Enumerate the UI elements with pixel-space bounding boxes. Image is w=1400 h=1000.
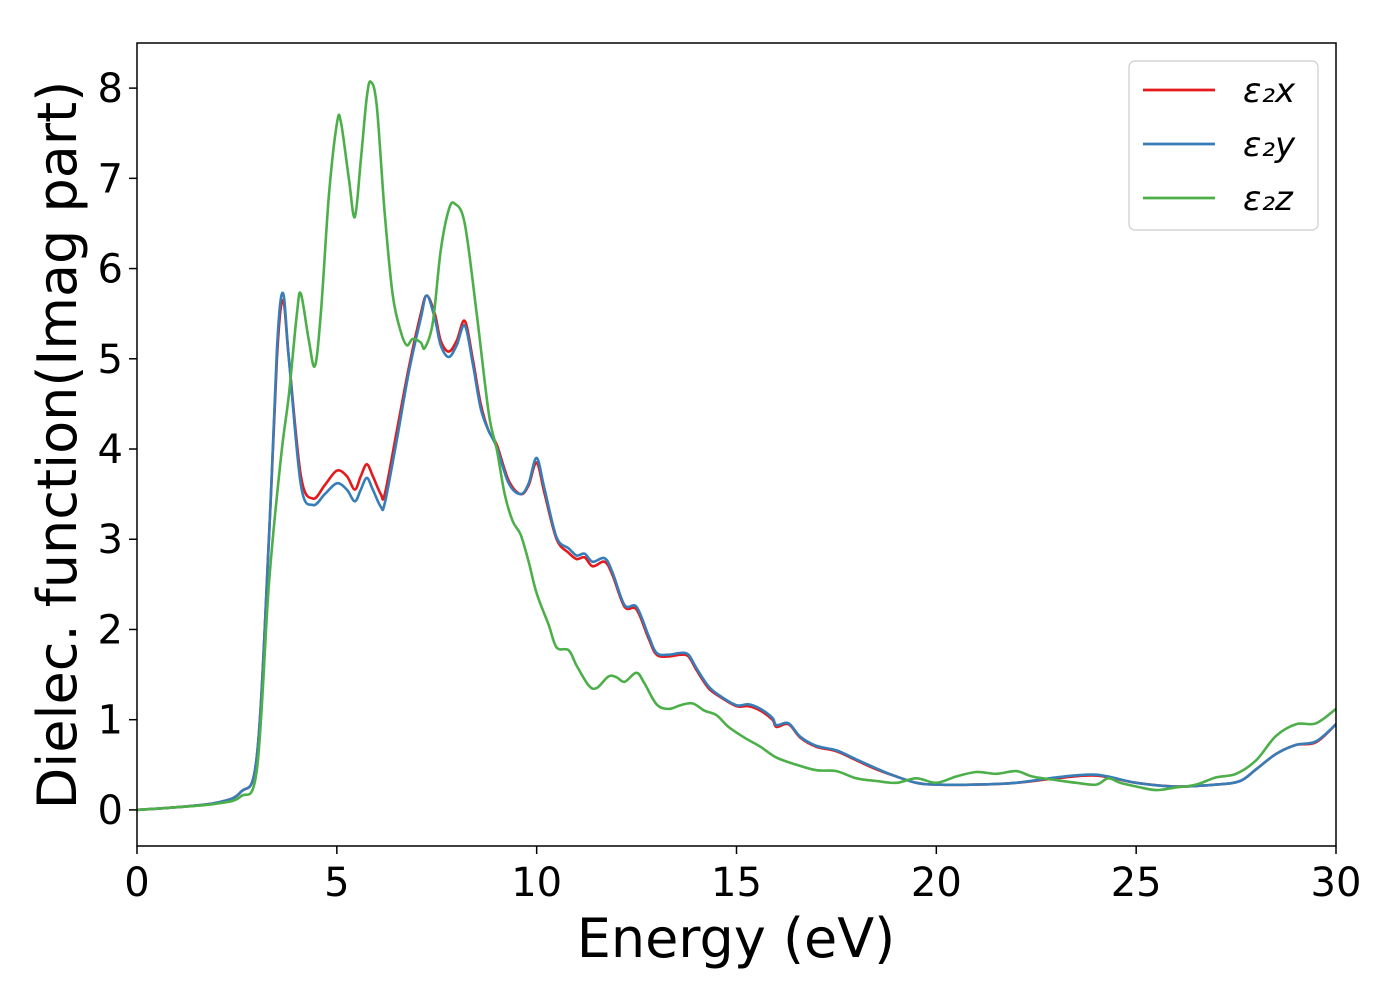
x-axis: 0 5 10 15 20 25 30: [124, 846, 1361, 906]
y-tick-label: 3: [98, 517, 123, 563]
x-tick-label: 20: [911, 860, 962, 906]
legend-entry-e2x: ε₂x: [1143, 71, 1296, 111]
x-tick-label: 10: [511, 860, 562, 906]
x-tick-label: 5: [324, 860, 349, 906]
legend-entries: ε₂x ε₂y ε₂z: [1143, 71, 1296, 219]
x-tick-label: 0: [124, 860, 149, 906]
y-tick-label: 4: [98, 427, 123, 473]
legend-label: ε₂x: [1243, 71, 1296, 111]
y-tick-label: 2: [98, 607, 123, 653]
y-axis: 0 1 2 3 4 5 6 7 8: [98, 66, 137, 834]
legend-entry-e2y: ε₂y: [1143, 125, 1296, 165]
legend-box: [1128, 60, 1319, 231]
y-tick-label: 1: [98, 698, 123, 744]
y-tick-label: 7: [98, 156, 123, 202]
x-axis-label: Energy (eV): [577, 907, 896, 970]
x-tick-label: 30: [1311, 860, 1362, 906]
series-line-e2z: [137, 80, 1336, 812]
legend-entry-e2z: ε₂z: [1143, 179, 1294, 219]
y-tick-label: 5: [98, 337, 123, 383]
series-line-e2y: [137, 291, 1336, 812]
x-tick-label: 15: [711, 860, 762, 906]
y-tick-label: 0: [98, 788, 123, 834]
y-tick-label: 8: [98, 66, 123, 112]
legend-label: ε₂z: [1243, 179, 1294, 219]
legend: ε₂x ε₂y ε₂z: [1128, 60, 1319, 231]
series-layer: [137, 80, 1336, 812]
y-tick-label: 6: [98, 247, 123, 293]
y-axis-label: Dielec. function(Imag part): [26, 81, 89, 810]
x-tick-label: 25: [1111, 860, 1162, 906]
legend-label: ε₂y: [1243, 125, 1296, 165]
